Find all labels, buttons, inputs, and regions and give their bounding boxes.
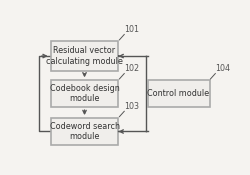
Text: 104: 104 <box>215 64 230 73</box>
Text: Codeword search
module: Codeword search module <box>50 122 119 141</box>
Text: 103: 103 <box>124 102 139 111</box>
Text: 101: 101 <box>124 25 139 34</box>
FancyBboxPatch shape <box>50 80 118 107</box>
FancyBboxPatch shape <box>50 118 118 145</box>
FancyBboxPatch shape <box>50 41 118 71</box>
Text: Residual vector
calculating module: Residual vector calculating module <box>46 46 123 66</box>
FancyBboxPatch shape <box>148 80 210 107</box>
Text: Codebook design
module: Codebook design module <box>50 84 119 103</box>
Text: Control module: Control module <box>148 89 210 98</box>
Text: 102: 102 <box>124 64 140 73</box>
